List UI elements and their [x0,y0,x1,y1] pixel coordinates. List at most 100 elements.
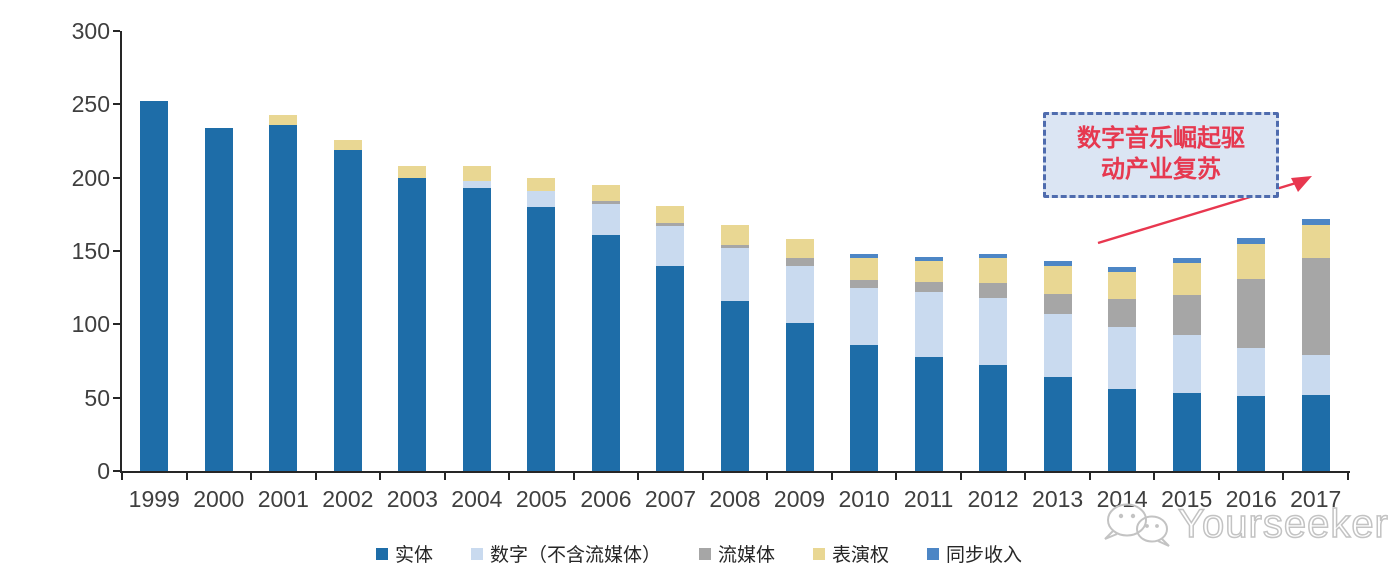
x-axis-tick [121,473,123,480]
bar-segment [527,207,556,471]
legend-label: 同步收入 [946,545,1023,566]
bar-segment [462,180,491,188]
bar-segment [1172,393,1201,471]
legend-label: 实体 [394,545,433,566]
x-axis-tick [314,473,317,480]
x-axis-tick [508,473,511,480]
bar-segment [398,177,427,471]
bar-segment [1237,396,1266,471]
x-axis-tick-label: 2014 [1096,486,1148,512]
bar-segment [1301,224,1330,259]
x-axis-tick [637,473,640,480]
legend-swatch-icon [927,547,940,560]
x-axis-tick [185,473,188,480]
x-axis-tick [830,473,833,480]
bar-segment [850,344,879,471]
bar-2007 [656,205,685,471]
x-axis-tick [1024,473,1027,480]
bar-segment [1301,394,1330,471]
bar-segment [1301,355,1330,395]
bar-segment [850,280,879,288]
x-axis-tick-label: 2000 [193,486,245,512]
bar-2004 [462,165,491,471]
x-axis-tick-label: 2015 [1161,486,1213,512]
bar-segment [1043,293,1072,315]
x-axis-tick-label: 2017 [1290,486,1342,512]
bar-segment [785,239,814,259]
bar-2016 [1237,237,1266,471]
bar-segment [1043,377,1072,471]
bar-2006 [591,185,620,471]
bar-2000 [204,127,233,471]
bar-1999 [140,101,169,471]
y-axis-line [120,31,122,473]
legend-swatch-icon [813,547,825,560]
y-axis-tick [113,396,120,399]
legend-item: 流媒体 [698,540,775,567]
bar-segment [1108,267,1137,272]
bar-segment [462,165,491,181]
x-axis-tick-label: 2010 [838,486,890,512]
bar-2005 [527,177,556,471]
bar-2014 [1108,267,1137,471]
bar-segment [269,114,298,125]
bar-segment [527,177,556,191]
bar-2017 [1301,218,1330,471]
bar-2012 [979,253,1008,471]
y-axis-tick-label: 250 [71,91,110,118]
x-axis-tick [1347,473,1349,480]
annotation-text-line1: 数字音乐崛起驱 [1077,126,1245,152]
bar-2015 [1172,258,1201,471]
bar-segment [527,190,556,207]
bar-segment [914,292,943,357]
bar-segment [1172,262,1201,296]
x-axis-tick-label: 2009 [773,486,826,512]
bar-segment [721,248,749,301]
y-axis-tick-label: 50 [84,384,110,411]
x-axis-tick [1282,473,1285,480]
x-axis-tick-label: 2003 [386,486,438,512]
y-axis-tick [113,30,120,33]
y-axis-tick-label: 150 [71,238,110,264]
bar-segment [1237,243,1266,279]
y-axis-tick [113,176,120,179]
legend-swatch-icon [470,547,483,560]
bar-segment [1043,314,1072,378]
bar-segment [785,322,814,471]
x-axis-tick [895,473,898,480]
bar-segment [333,139,362,150]
x-axis-tick [701,473,704,480]
x-axis-tick-label: 2001 [257,486,309,512]
bar-segment [979,283,1008,298]
bar-2008 [721,224,749,471]
bar-segment [979,365,1008,471]
x-axis-tick-label: 2002 [322,486,374,512]
bar-segment [979,258,1008,284]
bar-segment [850,287,879,345]
x-axis-tick [250,473,253,480]
bar-segment [1108,327,1137,389]
bar-segment [721,224,749,246]
y-axis-tick [113,250,120,252]
bar-segment [656,226,685,266]
x-axis-tick-label: 2007 [644,486,697,512]
x-axis-tick-label: 1999 [128,486,180,512]
bar-2003 [398,165,427,471]
x-axis-tick-label: 2016 [1225,486,1277,512]
legend-label: 表演权 [832,545,890,566]
x-axis-tick [1088,473,1091,480]
x-axis-tick-label: 2008 [709,486,761,512]
legend-item: 数字（不含流媒体） [470,540,661,567]
bar-segment [1172,334,1201,394]
legend-item: 同步收入 [927,540,1022,567]
x-axis-tick-label: 2006 [580,486,632,512]
x-axis-tick-label: 2013 [1032,486,1084,512]
bar-segment [462,187,491,471]
chart-legend: 实体 数字（不含流媒体） 流媒体 表演权 同步收入 [0,540,1398,567]
bar-segment [1043,265,1072,294]
x-axis-tick [1153,473,1156,480]
bar-2013 [1043,261,1072,471]
y-axis-tick-label: 100 [71,311,110,338]
legend-item: 实体 [375,540,433,567]
bar-2009 [785,239,814,471]
